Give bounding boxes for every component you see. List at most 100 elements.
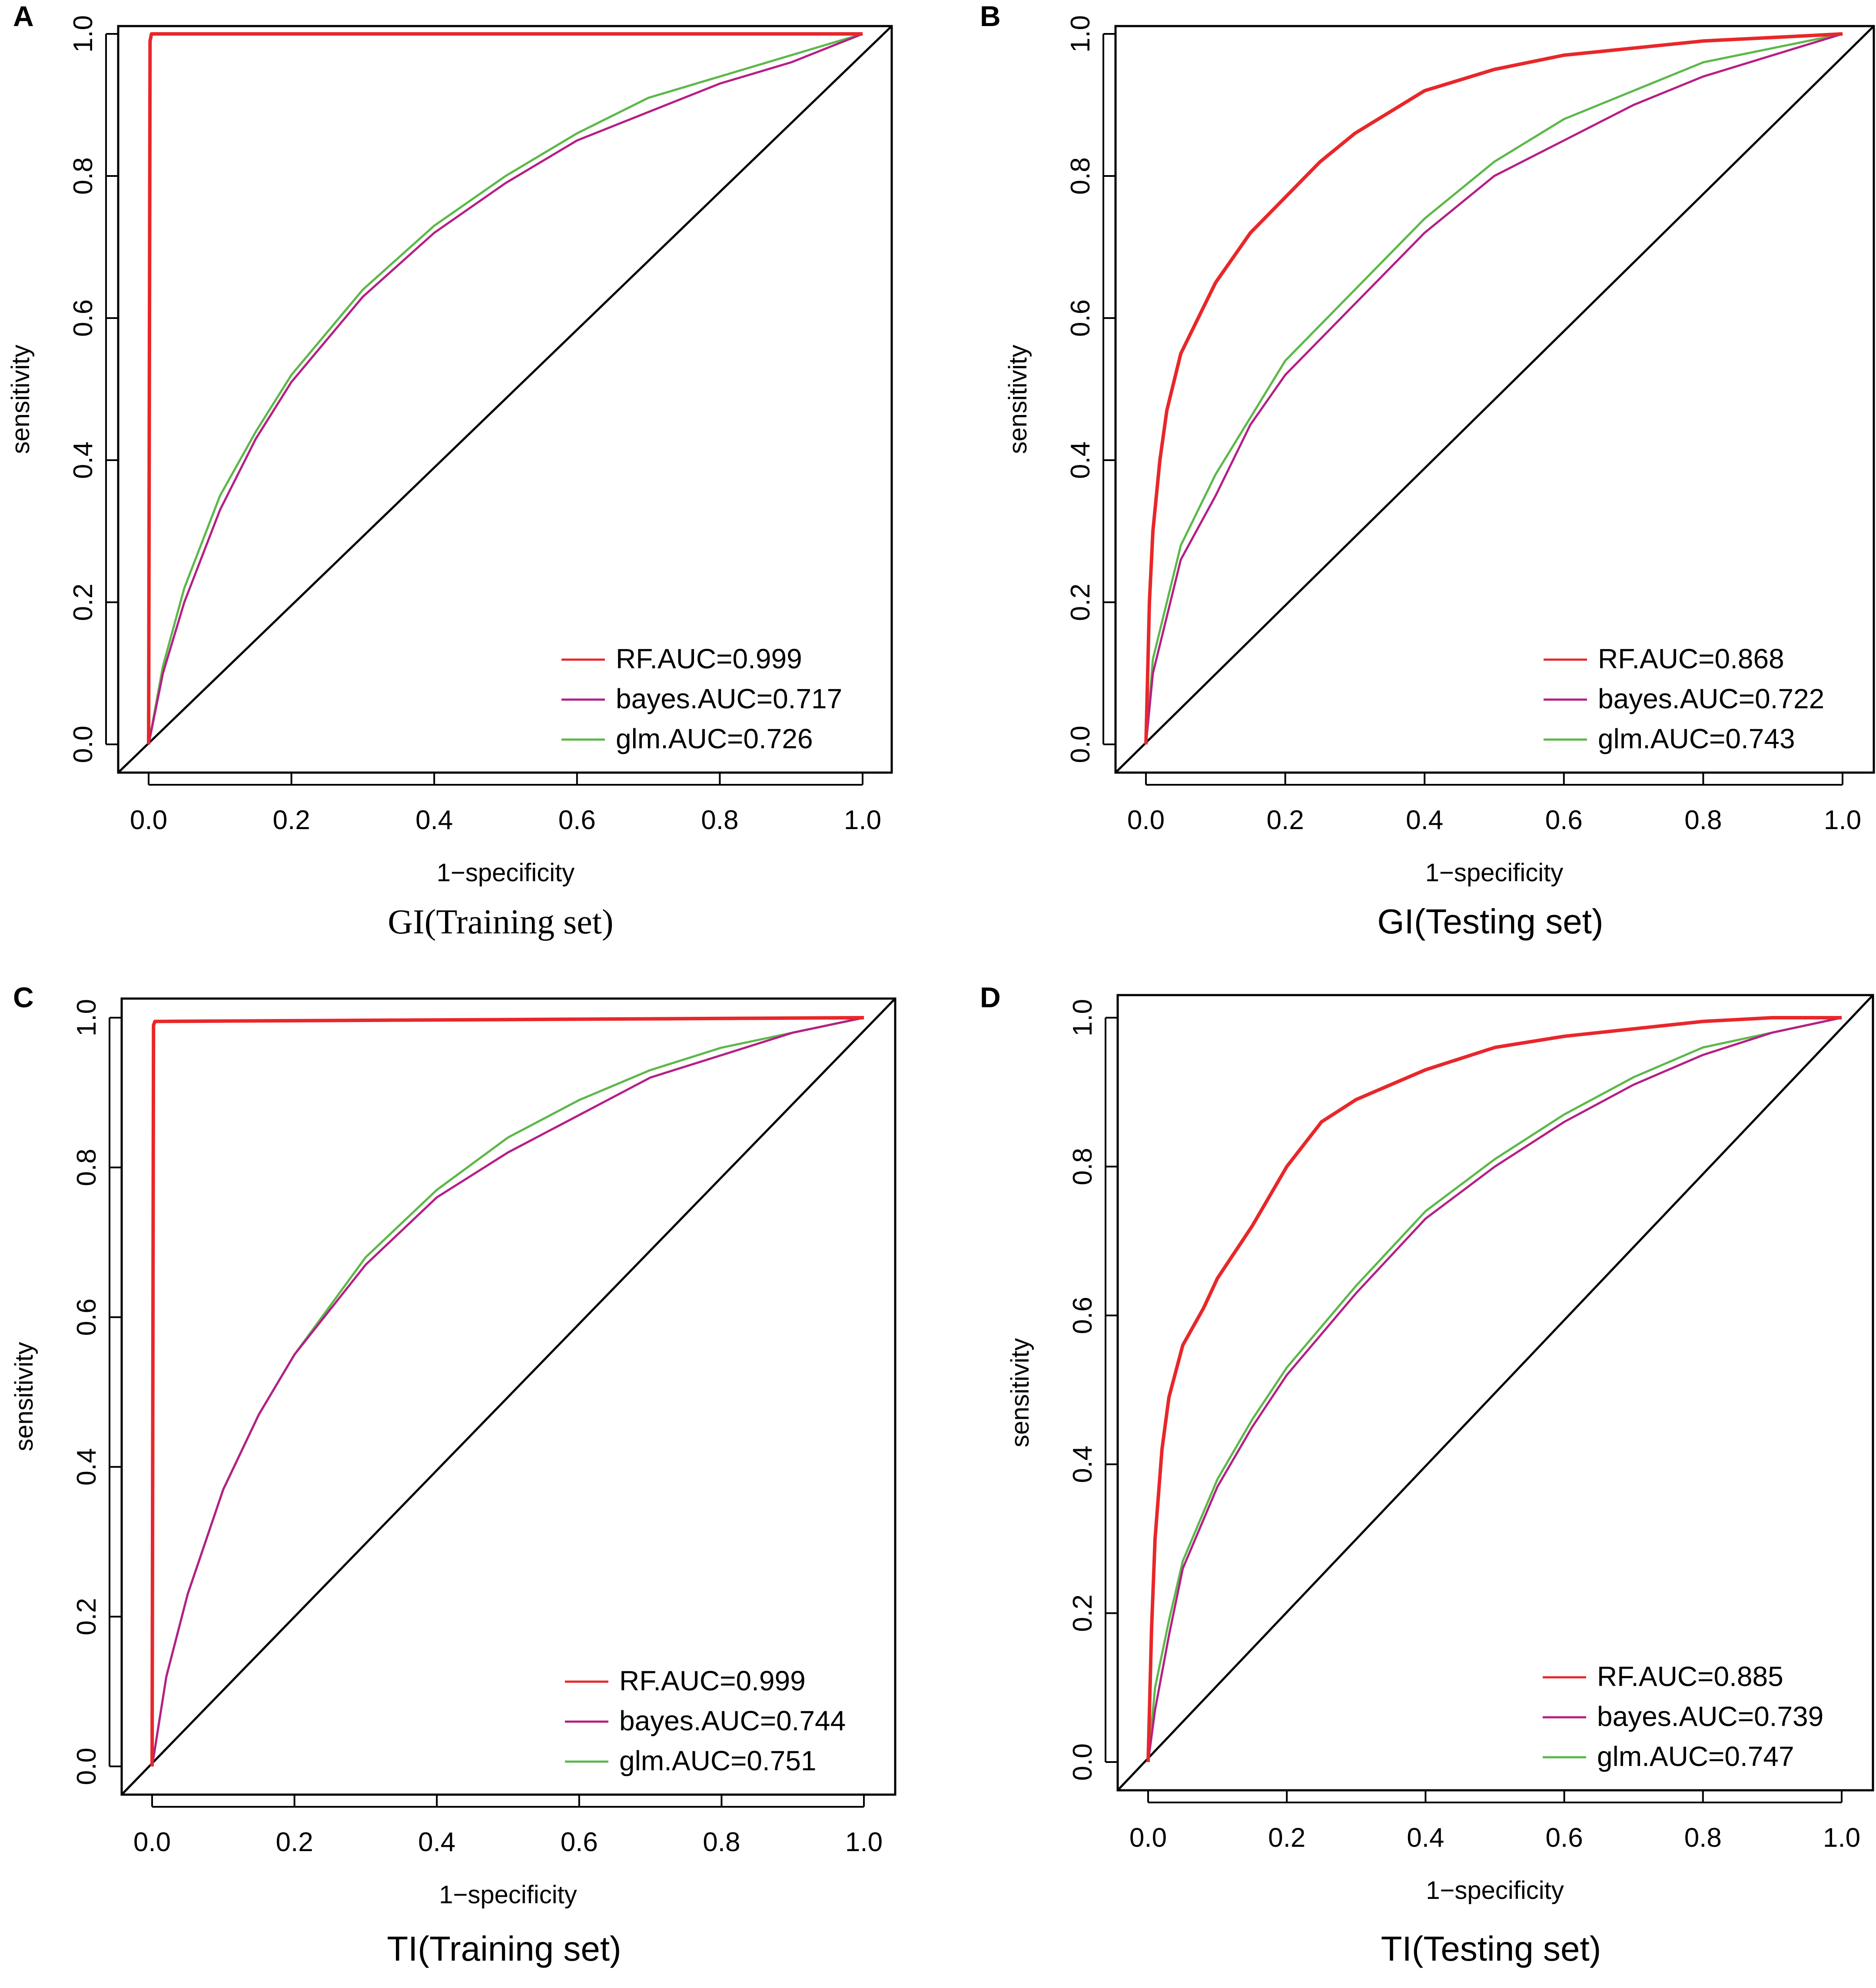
- x-tick-label: 1.0: [845, 1827, 883, 1857]
- chance-diagonal-line: [1115, 25, 1875, 773]
- x-tick-label: 0.4: [418, 1827, 455, 1857]
- panel-title: GI(Testing set): [1377, 902, 1603, 941]
- roc-curve-rf: [147, 32, 863, 745]
- panel-title: GI(Training set): [388, 903, 613, 941]
- panel-title: TI(Training set): [387, 1929, 621, 1968]
- y-tick-label: 1.0: [1066, 15, 1096, 53]
- y-tick-label: 0.8: [68, 157, 98, 195]
- panel-a: 0.0 0.2 0.4 0.6 0.8 1.0 0.0 0.2 0.4 0.6 0.8 1.0 1−sp…: [7, 0, 893, 941]
- y-tick-label: 0.8: [1066, 157, 1096, 195]
- y-tick-label: 0.6: [72, 1298, 102, 1336]
- y-tick-label: 0.8: [1068, 1148, 1098, 1185]
- y-tick-label: 0.6: [68, 299, 98, 337]
- panel-letter: B: [980, 0, 1001, 32]
- y-tick-label: 0.2: [1066, 584, 1096, 621]
- panel-letter: A: [13, 0, 34, 32]
- legend-label-glm: glm.AUC=0.751: [619, 1745, 817, 1776]
- legend-label-glm: glm.AUC=0.743: [1598, 723, 1795, 754]
- x-tick-label: 1.0: [1823, 1823, 1860, 1853]
- y-tick-label: 0.4: [72, 1448, 102, 1486]
- x-tick-label: 0.4: [415, 805, 453, 835]
- panel-c: 0.0 0.2 0.4 0.6 0.8 1.0 0.0 0.2 0.4 0.6 0.8 1.0 1−sp…: [10, 981, 896, 1968]
- y-tick-label: 0.4: [68, 441, 98, 479]
- x-tick-label: 0.6: [1545, 1823, 1583, 1853]
- legend: RF.AUC=0.999 bayes.AUC=0.717 glm.AUC=0.726: [561, 643, 842, 754]
- legend-label-rf: RF.AUC=0.885: [1597, 1661, 1783, 1692]
- x-tick-label: 0.4: [1406, 805, 1443, 835]
- y-tick-label: 0.8: [72, 1148, 102, 1186]
- roc-curve-bayes: [1147, 1016, 1842, 1762]
- x-tick-label: 0.2: [272, 805, 310, 835]
- plot-frame: [117, 25, 893, 774]
- roc-curve-glm: [147, 33, 863, 745]
- y-tick-label: 0.0: [1068, 1743, 1098, 1781]
- legend-label-rf: RF.AUC=0.999: [619, 1665, 806, 1696]
- x-tick-label: 0.6: [558, 805, 596, 835]
- y-tick-label: 0.6: [1068, 1297, 1098, 1334]
- y-tick-label: 1.0: [72, 999, 102, 1036]
- roc-curve-bayes: [147, 33, 863, 745]
- y-tick-label: 0.2: [72, 1598, 102, 1635]
- chance-diagonal-line: [1117, 994, 1874, 1791]
- roc-curve-glm: [1147, 1016, 1842, 1762]
- y-tick-label: 0.4: [1066, 441, 1096, 479]
- x-tick-label: 0.0: [1129, 1823, 1167, 1853]
- x-axis-label: 1−specificity: [439, 1881, 577, 1909]
- x-tick-label: 0.0: [130, 805, 167, 835]
- x-tick-label: 0.2: [1266, 805, 1304, 835]
- legend-label-rf: RF.AUC=0.868: [1598, 643, 1784, 674]
- panel-letter: C: [13, 981, 34, 1013]
- legend-label-bayes: bayes.AUC=0.722: [1598, 683, 1824, 714]
- legend-label-glm: glm.AUC=0.747: [1597, 1741, 1794, 1772]
- x-tick-label: 0.6: [1545, 805, 1583, 835]
- y-tick-label: 0.0: [1066, 726, 1096, 763]
- legend-label-bayes: bayes.AUC=0.744: [619, 1705, 846, 1736]
- y-tick-label: 0.2: [1068, 1594, 1098, 1632]
- x-tick-label: 0.8: [701, 805, 738, 835]
- y-tick-label: 1.0: [1068, 999, 1098, 1036]
- x-axis-label: 1−specificity: [1426, 1876, 1564, 1905]
- roc-curve-bayes: [1145, 33, 1843, 745]
- legend-label-rf: RF.AUC=0.999: [616, 643, 802, 674]
- y-tick-label: 0.0: [72, 1748, 102, 1785]
- x-tick-label: 1.0: [844, 805, 881, 835]
- x-tick-label: 0.8: [1684, 1823, 1722, 1853]
- x-tick-label: 0.6: [561, 1827, 598, 1857]
- panel-title: TI(Testing set): [1381, 1929, 1601, 1968]
- x-tick-label: 0.4: [1407, 1823, 1444, 1853]
- panel-d: 0.0 0.2 0.4 0.6 0.8 1.0 0.0 0.2 0.4 0.6 0.8 1.0 1−sp…: [980, 981, 1874, 1968]
- x-tick-label: 0.0: [1127, 805, 1165, 835]
- y-axis-label: sensitivity: [1004, 345, 1032, 454]
- panel-letter: D: [980, 981, 1001, 1013]
- chance-diagonal-line: [121, 998, 896, 1796]
- x-tick-label: 0.8: [1684, 805, 1722, 835]
- roc-curve-bayes: [151, 1016, 864, 1767]
- y-tick-label: 1.0: [68, 15, 98, 53]
- x-tick-label: 0.2: [1268, 1823, 1305, 1853]
- roc-curve-rf: [1144, 32, 1843, 745]
- panel-b: 0.0 0.2 0.4 0.6 0.8 1.0 0.0 0.2 0.4 0.6 0.8 1.0 1−sp…: [980, 0, 1875, 941]
- roc-curve-rf: [1146, 1016, 1842, 1762]
- roc-curve-glm: [1145, 33, 1843, 745]
- x-tick-label: 1.0: [1824, 805, 1861, 835]
- roc-curve-rf: [150, 1016, 864, 1767]
- x-axis-label: 1−specificity: [437, 859, 575, 887]
- x-axis-label: 1−specificity: [1425, 859, 1564, 887]
- y-tick-label: 0.2: [68, 584, 98, 621]
- plot-frame: [1116, 994, 1874, 1792]
- y-axis-label: sensitivity: [1006, 1338, 1034, 1447]
- legend-label-bayes: bayes.AUC=0.739: [1597, 1701, 1823, 1732]
- y-axis-label: sensitivity: [10, 1342, 38, 1451]
- x-tick-label: 0.2: [276, 1827, 313, 1857]
- chance-diagonal-line: [117, 25, 893, 773]
- legend-label-bayes: bayes.AUC=0.717: [616, 683, 842, 714]
- legend: RF.AUC=0.885 bayes.AUC=0.739 glm.AUC=0.747: [1543, 1661, 1823, 1772]
- y-axis-label: sensitivity: [7, 345, 35, 454]
- plot-frame: [120, 997, 896, 1796]
- y-tick-label: 0.0: [68, 726, 98, 763]
- y-tick-label: 0.4: [1068, 1446, 1098, 1483]
- plot-frame: [1114, 25, 1875, 774]
- legend: RF.AUC=0.999 bayes.AUC=0.744 glm.AUC=0.751: [565, 1665, 846, 1776]
